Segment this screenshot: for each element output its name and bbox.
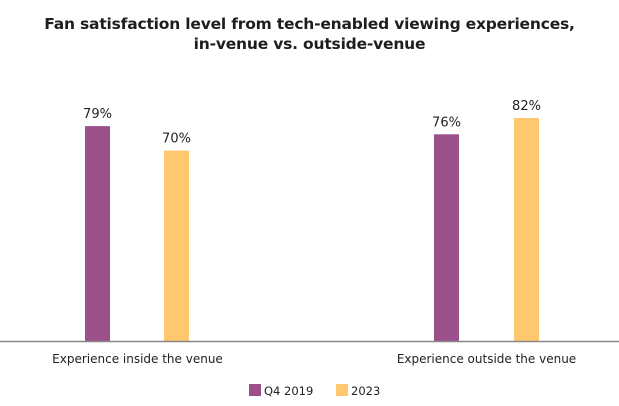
legend-label: Q4 2019: [264, 384, 313, 398]
legend-swatch: [336, 384, 348, 396]
bar-q4-2019-outside: [434, 134, 459, 341]
legend-label: 2023: [351, 384, 380, 398]
bar-2023-inside: [164, 150, 189, 341]
chart-title-line-2: in-venue vs. outside-venue: [193, 35, 426, 53]
chart-title-line-1: Fan satisfaction level from tech-enabled…: [44, 15, 575, 33]
legend-swatch: [249, 384, 261, 396]
data-label: 82%: [512, 99, 541, 114]
data-label: 79%: [83, 107, 112, 122]
bar-q4-2019-inside: [85, 126, 110, 342]
bar-2023-outside: [514, 117, 539, 342]
chart-title: Fan satisfaction level from tech-enabled…: [0, 14, 619, 54]
data-label: 76%: [432, 115, 461, 130]
category-label: Experience inside the venue: [52, 352, 223, 366]
category-label: Experience outside the venue: [397, 352, 576, 366]
data-label: 70%: [162, 132, 191, 147]
